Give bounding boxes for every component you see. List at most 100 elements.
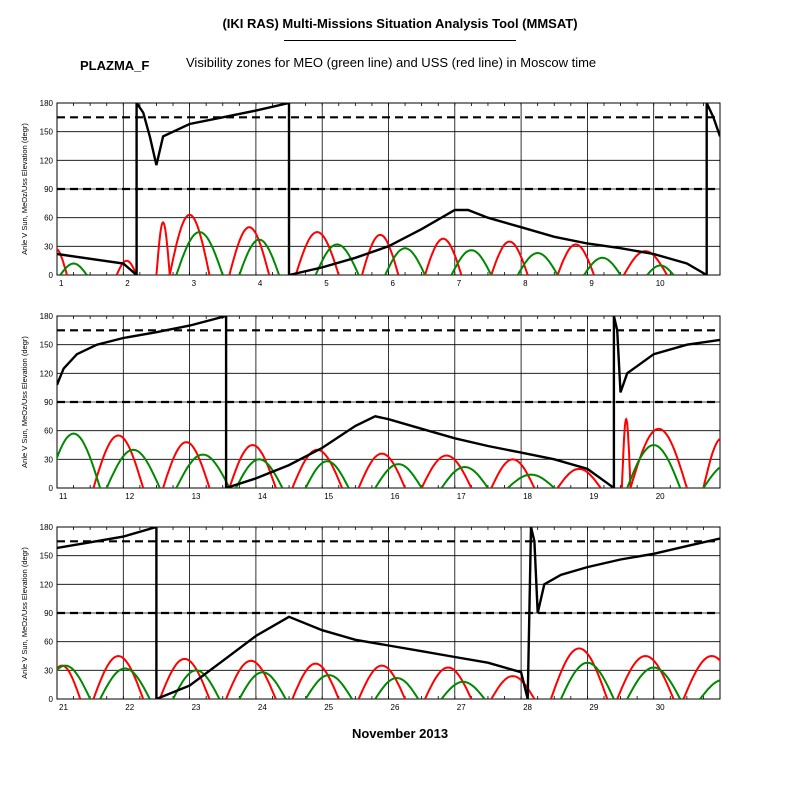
plot-frame [56,102,721,276]
uss-pass-curve [490,458,536,488]
x-tick-label: 29 [589,703,598,712]
x-tick-label: 30 [656,703,665,712]
y-tick-label: 0 [49,271,54,280]
meo-pass-curve [646,264,675,275]
sun-angle-curve [57,316,720,488]
page-title: (IKI RAS) Multi-Missions Situation Analy… [222,16,578,31]
panel-3: 21 22 23 24 25 26 27 28 29 30 0 30 60 90 120 150 180 Anle… [20,523,721,712]
uss-pass-curve [294,230,340,275]
meo-pass-curve [559,661,615,699]
uss-pass-curve [420,454,473,488]
x-tick-label: 24 [258,703,267,712]
x-tick-label: 10 [656,279,665,288]
y-tick-label: 90 [44,398,53,407]
uss-pass-curve [168,213,211,275]
x-tick-label: 16 [391,492,400,501]
uss-pass-curve [291,662,340,699]
y-tick-label: 120 [40,580,54,589]
x-tick-label: 13 [192,492,201,501]
y-axis-label: Anle V Sun, MeOz/Uss Elevation (degr) [20,336,29,468]
meo-pass-curve [374,463,423,488]
series-group [57,527,720,699]
uss-pass-curve [357,452,407,488]
uss-pass-curve [115,259,138,275]
x-tick-label: 25 [324,703,333,712]
meo-pass-curve [583,256,622,275]
meo-pass-curve [507,473,555,488]
y-tick-label: 90 [44,185,53,194]
meo-pass-curve [516,251,559,275]
meo-pass-curve [702,466,720,488]
y-tick-label: 180 [40,99,54,108]
uss-pass-curve [57,247,68,275]
meo-pass-curve [235,458,284,488]
series-group [57,103,720,275]
y-tick-label: 60 [44,427,53,436]
uss-pass-curve [225,659,277,699]
y-tick-label: 0 [49,695,54,704]
x-tick-label: 15 [324,492,333,501]
plot-frame [56,526,721,700]
y-axis-label: Anle V Sun, MeOz/Uss Elevation (degr) [20,123,29,255]
x-tick-label: 2 [125,279,130,288]
plot-frame [56,315,721,489]
x-tick-label: 26 [391,703,400,712]
x-tick-label: 27 [457,703,466,712]
x-tick-label: 20 [656,492,665,501]
y-tick-label: 0 [49,484,54,493]
meo-pass-curve [99,667,151,699]
y-tick-label: 30 [44,455,53,464]
uss-pass-curve [424,666,473,699]
y-tick-label: 90 [44,609,53,618]
uss-pass-curve [162,441,211,488]
y-axis-label: Anle V Sun, MeOz/Uss Elevation (degr) [20,547,29,679]
x-tick-label: 14 [258,492,267,501]
x-tick-label: 4 [258,279,263,288]
meo-pass-curve [175,453,231,488]
series-group [57,316,720,488]
meo-pass-curve [238,671,287,699]
panel-1: 1 2 3 4 5 6 7 8 9 10 0 30 60 90 120 150 180 Anle V Sun, M… [20,99,721,288]
x-tick-label: 3 [192,279,197,288]
y-tick-label: 30 [44,666,53,675]
x-tick-label: 28 [523,703,532,712]
meo-pass-curve [450,249,493,275]
meo-pass-curve [59,262,88,275]
satellite-name: PLAZMA_F [80,58,150,73]
x-tick-label: 8 [523,279,528,288]
sun-angle-curve [57,527,720,699]
meo-pass-curve [384,247,426,275]
x-tick-label: 23 [192,703,201,712]
meo-pass-curve [374,676,420,699]
x-tick-label: 21 [59,703,68,712]
x-tick-label: 22 [125,703,134,712]
uss-pass-curve [682,654,720,699]
y-tick-label: 120 [40,369,54,378]
meo-pass-curve [626,666,682,699]
meo-pass-curve [238,238,281,275]
meo-pass-curve [105,448,161,488]
y-tick-label: 30 [44,242,53,251]
y-tick-label: 180 [40,312,54,321]
x-tick-label: 18 [523,492,532,501]
uss-pass-curve [155,221,171,275]
y-tick-label: 60 [44,638,53,647]
uss-pass-curve [228,226,271,275]
x-tick-label: 19 [589,492,598,501]
uss-pass-curve [357,664,407,699]
meo-pass-curve [304,460,350,488]
x-tick-label: 1 [59,279,64,288]
uss-pass-curve [623,250,668,275]
uss-pass-curve [556,467,602,488]
month-label: November 2013 [351,726,449,741]
uss-pass-curve [228,443,277,488]
x-tick-label: 12 [125,492,134,501]
uss-pass-curve [490,240,529,275]
x-tick-label: 17 [457,492,466,501]
chart-subtitle: Visibility zones for MEO (green line) an… [186,55,597,70]
x-tick-label: 5 [324,279,329,288]
x-tick-label: 11 [59,492,68,501]
meo-pass-curve [172,669,221,699]
sun-angle-curve [57,103,720,275]
